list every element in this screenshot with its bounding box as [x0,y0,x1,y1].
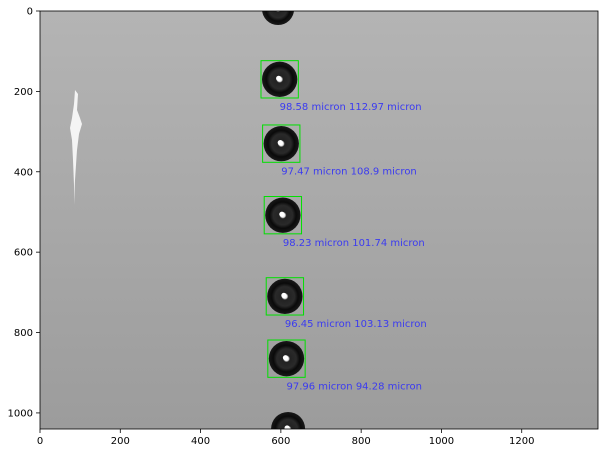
x-tick-label-4: 800 [352,436,371,447]
measurement-label-1: 98.58 micron 112.97 micron [280,102,422,113]
droplets-layer: 98.58 micron 112.97 micron 97.47 micron 1… [260,5,427,429]
measurement-label-2: 97.47 micron 108.9 micron [281,166,417,177]
y-tick-label-5: 1000 [8,408,33,419]
droplet-highlight-1 [276,75,282,81]
y-tick-label-4: 800 [14,328,33,339]
droplet-highlight-4 [281,292,287,298]
measurement-label-3: 98.23 micron 101.74 micron [283,238,425,249]
x-tick-label-6: 1200 [509,436,534,447]
droplet-highlight-5 [282,355,289,361]
axes-layer: 0 200 400 600 800 1000 1200 0 200 400 600 800 1000 [8,7,535,448]
x-tick-label-5: 1000 [429,436,454,447]
measurement-label-4: 96.45 micron 103.13 micron [285,319,427,330]
measurement-label-5: 97.96 micron 94.28 micron [286,381,422,392]
droplet-bbox-2 [262,124,301,163]
x-tick-label-1: 200 [111,436,130,447]
y-tick-label-2: 400 [14,167,33,178]
droplet-0 [262,11,294,26]
y-tick-label-1: 200 [14,87,33,98]
droplet-highlight-2 [277,140,283,146]
droplet-highlight-6 [284,425,290,429]
droplet-highlight-3 [279,211,285,217]
x-tick-label-3: 600 [271,436,290,447]
x-tick-label-2: 400 [191,436,210,447]
debris-streak [70,90,82,205]
y-tick-label-0: 0 [27,7,33,18]
droplet-bbox-4 [265,277,305,316]
droplet-highlight-0 [274,5,279,10]
plot-frame [39,10,599,430]
droplet-bbox-1 [260,60,299,99]
droplet-bbox-3 [263,196,303,235]
x-tick-label-0: 0 [37,436,43,447]
droplet-6 [271,411,306,429]
photo-background [40,11,598,429]
droplet-bbox-5 [267,339,306,378]
y-tick-label-3: 600 [14,248,33,259]
